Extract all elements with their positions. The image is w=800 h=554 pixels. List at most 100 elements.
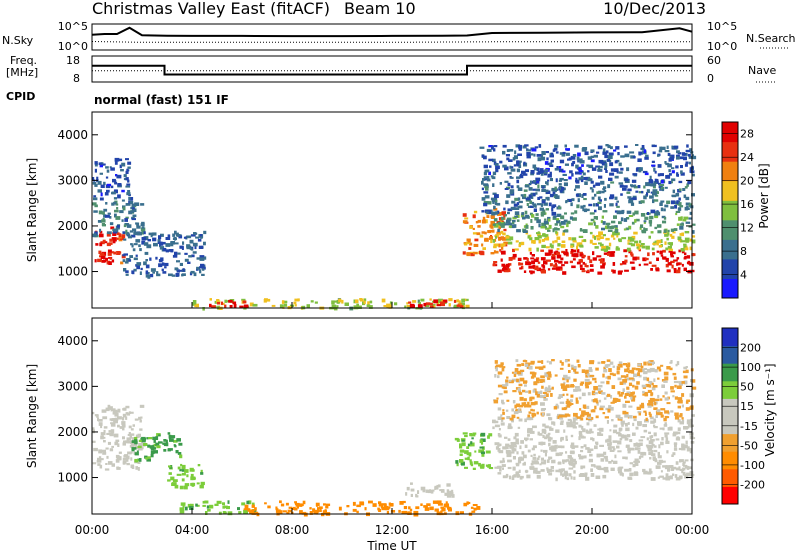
data-cell xyxy=(651,264,657,267)
data-cell xyxy=(504,180,509,183)
freq-panel: Freq. [MHz] 18 8 60 0 Nave CPID normal (… xyxy=(6,54,776,107)
data-cell xyxy=(680,240,686,243)
data-cell xyxy=(642,452,647,456)
data-cell xyxy=(675,363,678,367)
data-cell xyxy=(406,305,411,309)
data-cell xyxy=(134,418,139,421)
data-cell xyxy=(505,443,510,447)
data-cell xyxy=(105,202,108,205)
data-cell xyxy=(202,307,205,311)
data-cell xyxy=(497,221,501,226)
data-cell xyxy=(596,401,599,406)
data-cell xyxy=(683,366,687,370)
data-cell xyxy=(386,305,390,309)
data-cell xyxy=(577,152,581,157)
data-cell xyxy=(544,218,547,221)
data-cell xyxy=(524,384,527,387)
data-cell xyxy=(658,412,663,415)
data-cell xyxy=(573,388,578,392)
data-cell xyxy=(666,450,669,454)
data-cell xyxy=(609,406,614,411)
data-cell xyxy=(609,372,614,376)
data-cell xyxy=(580,466,583,470)
data-cell xyxy=(513,441,517,446)
colorbar-tick-label: 100 xyxy=(740,361,761,374)
data-cell xyxy=(626,386,630,390)
data-cell xyxy=(469,461,473,465)
data-cell xyxy=(530,408,533,411)
data-cell xyxy=(461,461,465,466)
data-cell xyxy=(506,399,510,402)
data-cell xyxy=(569,385,575,388)
data-cell xyxy=(483,176,487,179)
data-cell xyxy=(570,251,574,255)
data-cell xyxy=(541,239,545,242)
data-cell xyxy=(502,232,506,236)
data-cell xyxy=(618,221,622,225)
data-cell xyxy=(650,393,653,397)
data-cell xyxy=(543,398,548,401)
data-cell xyxy=(683,426,688,430)
data-cell xyxy=(501,399,504,404)
data-cell xyxy=(555,195,560,199)
data-cell xyxy=(560,257,564,261)
data-cell xyxy=(669,465,674,468)
data-cell xyxy=(680,223,684,226)
data-cell xyxy=(632,256,637,261)
data-cell xyxy=(677,419,681,423)
data-cell xyxy=(629,439,633,443)
data-cell xyxy=(541,222,546,227)
data-cell xyxy=(94,414,99,417)
data-cell xyxy=(135,254,138,257)
data-cell xyxy=(201,266,206,270)
data-cell xyxy=(526,149,532,152)
data-cell xyxy=(534,216,539,221)
data-cell xyxy=(617,440,622,445)
data-cell xyxy=(680,248,685,252)
data-cell xyxy=(612,373,616,377)
data-cell xyxy=(593,203,596,207)
data-cell xyxy=(660,414,664,418)
data-cell xyxy=(562,232,565,236)
data-cell xyxy=(186,474,189,478)
data-cell xyxy=(550,449,554,452)
data-cell xyxy=(654,216,659,219)
data-cell xyxy=(632,384,635,388)
data-cell xyxy=(516,179,520,184)
data-cell xyxy=(603,234,606,237)
data-cell xyxy=(107,406,113,410)
y-tick-label: 4000 xyxy=(57,334,88,348)
data-cell xyxy=(199,255,205,258)
data-cell xyxy=(570,419,573,424)
data-cell xyxy=(519,445,522,450)
data-cell xyxy=(521,451,525,455)
data-cell xyxy=(590,218,595,222)
data-cell xyxy=(491,176,496,180)
data-cell xyxy=(99,172,103,175)
data-cell xyxy=(595,441,599,444)
data-cell xyxy=(562,271,567,275)
data-cell xyxy=(92,427,95,430)
data-cell xyxy=(498,428,501,431)
data-cell xyxy=(504,188,509,190)
data-cell xyxy=(113,420,118,424)
data-cell xyxy=(618,394,623,397)
data-cell xyxy=(608,461,612,464)
data-cell xyxy=(549,447,552,451)
data-cell xyxy=(436,304,441,307)
data-cell xyxy=(599,427,604,432)
data-cell xyxy=(96,176,99,180)
data-cell xyxy=(146,437,149,440)
data-cell xyxy=(143,261,147,266)
data-cell xyxy=(223,505,228,509)
data-cell xyxy=(516,219,520,222)
data-cell xyxy=(388,502,391,506)
data-cell xyxy=(526,261,532,266)
data-cell xyxy=(585,369,589,374)
data-cell xyxy=(94,168,97,173)
data-cell xyxy=(147,275,151,279)
data-cell xyxy=(181,478,185,482)
data-cell xyxy=(686,421,691,425)
data-cell xyxy=(469,459,472,463)
data-cell xyxy=(689,246,693,251)
